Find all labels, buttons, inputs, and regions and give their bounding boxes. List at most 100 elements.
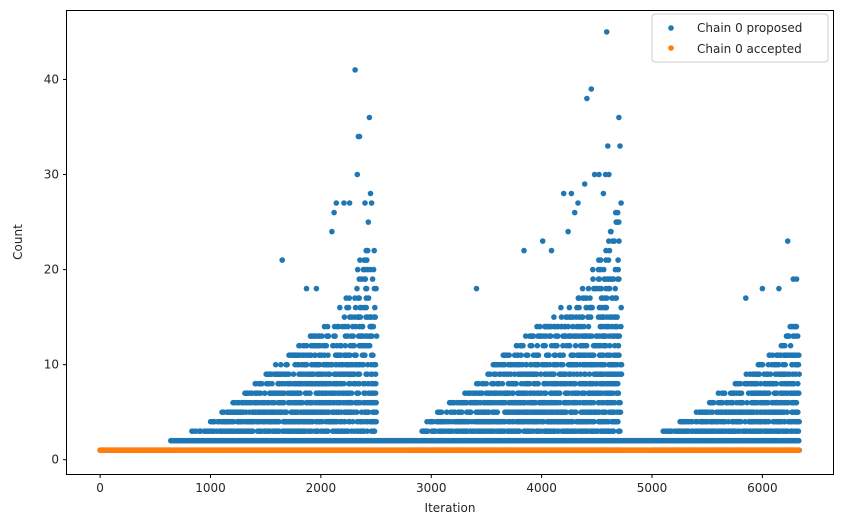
x-tick-label: 2000 xyxy=(306,481,337,495)
point-proposed-outlier xyxy=(365,219,372,225)
point-proposed xyxy=(605,257,612,263)
point-proposed xyxy=(354,266,361,273)
point-proposed xyxy=(259,380,265,387)
x-tick-label: 0 xyxy=(96,481,104,495)
point-proposed xyxy=(372,361,379,368)
point-proposed xyxy=(372,314,379,320)
point-proposed xyxy=(312,352,319,359)
point-proposed xyxy=(616,352,622,359)
point-proposed xyxy=(795,409,801,416)
point-proposed xyxy=(606,238,612,244)
point-proposed xyxy=(610,276,617,282)
point-proposed-outlier xyxy=(473,285,480,292)
x-tick-label: 6000 xyxy=(747,481,778,495)
point-proposed xyxy=(276,418,282,425)
point-proposed xyxy=(558,314,565,320)
legend-frame xyxy=(651,13,829,63)
point-proposed xyxy=(332,333,338,339)
point-proposed xyxy=(596,276,603,282)
point-proposed xyxy=(582,371,589,378)
point-proposed xyxy=(513,380,519,387)
y-tick-label: 40 xyxy=(44,72,59,86)
point-proposed xyxy=(250,428,256,435)
point-proposed xyxy=(269,380,275,387)
point-proposed xyxy=(499,380,506,387)
point-proposed xyxy=(610,428,617,435)
point-proposed xyxy=(615,266,621,273)
point-proposed xyxy=(585,323,592,330)
point-proposed xyxy=(589,333,595,339)
point-proposed-outlier xyxy=(605,143,611,149)
point-proposed xyxy=(354,285,360,292)
y-tick-label: 0 xyxy=(51,453,59,467)
point-proposed xyxy=(586,371,593,378)
point-proposed xyxy=(350,418,356,425)
point-proposed xyxy=(362,276,369,282)
point-proposed xyxy=(796,418,802,425)
point-accepted xyxy=(796,447,802,454)
point-proposed xyxy=(518,352,524,359)
point-proposed xyxy=(538,371,544,378)
point-proposed xyxy=(357,314,364,320)
point-proposed-outlier xyxy=(329,228,335,235)
point-proposed xyxy=(338,342,345,349)
point-proposed xyxy=(373,380,379,387)
point-proposed-outlier xyxy=(759,285,766,292)
point-proposed xyxy=(319,333,325,339)
point-proposed xyxy=(522,333,529,339)
point-proposed-outlier xyxy=(616,114,622,121)
point-proposed xyxy=(773,380,780,387)
point-proposed-outlier xyxy=(603,29,610,35)
point-proposed-outlier xyxy=(784,238,791,244)
point-proposed xyxy=(278,361,284,368)
point-proposed-outlier xyxy=(560,190,567,197)
point-proposed xyxy=(615,257,621,263)
point-proposed xyxy=(560,361,566,368)
point-proposed xyxy=(616,333,623,339)
point-proposed xyxy=(535,352,542,359)
point-proposed xyxy=(721,390,728,397)
point-proposed xyxy=(572,380,578,387)
point-proposed xyxy=(326,371,333,378)
point-proposed-outlier xyxy=(354,171,361,178)
point-proposed-outlier xyxy=(606,171,612,178)
x-tick-label: 1000 xyxy=(195,481,226,495)
point-proposed-outlier xyxy=(568,190,575,197)
point-proposed xyxy=(590,352,597,359)
point-proposed xyxy=(535,380,541,387)
point-proposed-outlier xyxy=(366,114,373,121)
point-proposed xyxy=(740,399,746,406)
point-proposed xyxy=(348,390,355,397)
point-proposed xyxy=(557,399,563,406)
point-proposed xyxy=(744,399,750,406)
point-proposed xyxy=(365,409,372,416)
point-proposed xyxy=(618,323,624,330)
point-proposed xyxy=(290,371,297,378)
point-proposed xyxy=(601,361,608,368)
point-proposed-outlier xyxy=(333,200,340,206)
point-proposed xyxy=(443,409,450,416)
point-proposed xyxy=(542,342,548,349)
point-proposed xyxy=(618,361,625,368)
point-proposed xyxy=(616,238,622,244)
point-proposed xyxy=(369,333,375,339)
point-proposed xyxy=(355,390,362,397)
legend-marker-proposed xyxy=(668,25,674,31)
point-proposed-outlier xyxy=(521,247,527,254)
point-proposed xyxy=(323,342,330,349)
point-proposed xyxy=(618,304,624,311)
point-proposed xyxy=(769,352,776,359)
point-proposed xyxy=(325,352,331,359)
point-proposed xyxy=(373,418,380,425)
point-proposed xyxy=(372,304,378,311)
point-proposed xyxy=(487,371,493,378)
point-proposed xyxy=(796,390,802,397)
point-proposed xyxy=(581,390,588,397)
point-proposed-outlier xyxy=(352,67,358,73)
point-proposed xyxy=(606,285,613,292)
point-proposed xyxy=(589,304,595,311)
point-proposed xyxy=(615,390,622,397)
point-proposed xyxy=(795,361,802,368)
point-proposed xyxy=(796,371,802,378)
point-proposed xyxy=(530,333,537,339)
